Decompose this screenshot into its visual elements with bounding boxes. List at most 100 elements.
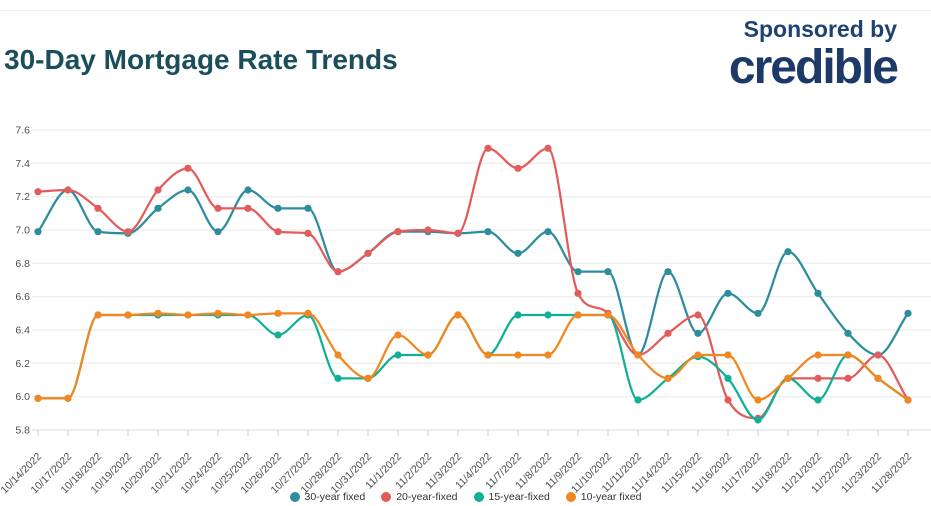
data-point-20-year-fixed [544, 144, 552, 152]
series-line-20-year-fixed [36, 147, 910, 420]
y-axis-label: 6.2 [15, 358, 30, 370]
y-axis-label: 6.6 [15, 291, 30, 303]
data-point-15-year-fixed [334, 374, 342, 382]
data-point-15-year-fixed [394, 351, 402, 359]
data-point-10-year-fixed [34, 394, 42, 402]
data-point-10-year-fixed [754, 396, 762, 404]
data-point-20-year-fixed [184, 164, 192, 172]
data-point-10-year-fixed [124, 311, 132, 319]
data-point-30-year-fixed [724, 289, 732, 297]
data-point-10-year-fixed [664, 374, 672, 382]
data-point-10-year-fixed [484, 351, 492, 359]
data-point-10-year-fixed [154, 309, 162, 317]
legend-label: 10-year fixed [580, 491, 642, 503]
legend-item-15-year-fixed: 15-year-fixed [473, 491, 550, 503]
sponsored-by-label: Sponsored by [743, 16, 897, 42]
data-point-10-year-fixed [244, 311, 252, 319]
data-point-10-year-fixed [184, 311, 192, 319]
data-point-20-year-fixed [154, 186, 162, 194]
data-point-30-year-fixed [94, 228, 102, 236]
y-axis-label: 6.0 [15, 391, 30, 403]
data-point-20-year-fixed [424, 226, 432, 234]
data-point-10-year-fixed [94, 311, 102, 319]
data-point-30-year-fixed [754, 309, 762, 317]
data-point-10-year-fixed [304, 309, 312, 317]
data-point-15-year-fixed [274, 331, 282, 339]
legend-item-20-year-fixed: 20-year-fixed [381, 491, 458, 503]
legend-label: 30-year fixed [304, 491, 366, 503]
data-point-20-year-fixed [214, 204, 222, 212]
data-point-10-year-fixed [64, 394, 72, 402]
data-point-15-year-fixed [634, 396, 642, 404]
data-point-30-year-fixed [244, 186, 252, 194]
y-axis-label: 6.8 [15, 258, 30, 270]
data-point-30-year-fixed [184, 186, 192, 194]
data-point-10-year-fixed [394, 331, 402, 339]
data-point-10-year-fixed [424, 351, 432, 359]
data-point-10-year-fixed [904, 396, 912, 404]
data-point-20-year-fixed [364, 249, 372, 257]
legend-label: 20-year-fixed [396, 491, 458, 503]
data-point-20-year-fixed [244, 204, 252, 212]
sponsor-block: Sponsored by credible [728, 16, 899, 94]
data-point-30-year-fixed [604, 268, 612, 276]
y-axis-label: 7.0 [15, 225, 30, 237]
series-line-10-year-fixed [36, 312, 910, 402]
data-point-20-year-fixed [514, 164, 522, 172]
data-point-30-year-fixed [664, 268, 672, 276]
data-point-20-year-fixed [334, 268, 342, 276]
data-point-30-year-fixed [904, 309, 912, 317]
data-point-20-year-fixed [844, 374, 852, 382]
data-point-10-year-fixed [574, 311, 582, 319]
data-point-10-year-fixed [274, 309, 282, 317]
legend-label: 15-year-fixed [488, 491, 550, 503]
data-point-20-year-fixed [874, 351, 882, 359]
data-point-15-year-fixed [754, 416, 762, 424]
data-point-10-year-fixed [634, 351, 642, 359]
data-point-20-year-fixed [394, 228, 402, 236]
data-point-20-year-fixed [304, 229, 312, 237]
data-point-30-year-fixed [484, 228, 492, 236]
data-point-20-year-fixed [724, 396, 732, 404]
data-point-30-year-fixed [814, 289, 822, 297]
data-point-30-year-fixed [304, 204, 312, 212]
data-point-10-year-fixed [214, 309, 222, 317]
data-point-20-year-fixed [274, 228, 282, 236]
data-point-20-year-fixed [124, 228, 132, 236]
data-point-30-year-fixed [784, 248, 792, 256]
data-point-30-year-fixed [844, 329, 852, 337]
data-point-30-year-fixed [544, 228, 552, 236]
legend-swatch-icon [381, 492, 392, 502]
data-point-30-year-fixed [514, 249, 522, 257]
data-point-20-year-fixed [484, 144, 492, 152]
y-axis-label: 5.8 [15, 425, 30, 437]
data-point-30-year-fixed [34, 228, 42, 236]
data-point-20-year-fixed [574, 289, 582, 297]
data-point-10-year-fixed [544, 351, 552, 359]
data-point-30-year-fixed [214, 228, 222, 236]
legend-swatch-icon [565, 492, 576, 502]
data-point-10-year-fixed [724, 351, 732, 359]
data-point-10-year-fixed [514, 351, 522, 359]
data-point-10-year-fixed [334, 351, 342, 359]
y-axis-label: 7.4 [15, 158, 30, 170]
y-axis-label: 7.2 [15, 191, 30, 203]
data-point-15-year-fixed [814, 396, 822, 404]
data-point-10-year-fixed [694, 351, 702, 359]
data-point-10-year-fixed [364, 374, 372, 382]
credible-logo: credible [728, 41, 899, 94]
data-point-20-year-fixed [664, 329, 672, 337]
top-divider [0, 10, 931, 11]
legend-item-30-year-fixed: 30-year fixed [289, 491, 366, 503]
data-point-10-year-fixed [844, 351, 852, 359]
legend-swatch-icon [289, 492, 300, 502]
data-point-30-year-fixed [694, 329, 702, 337]
data-point-30-year-fixed [274, 204, 282, 212]
legend-swatch-icon [473, 492, 484, 502]
y-axis-label: 6.4 [15, 325, 30, 337]
data-point-30-year-fixed [574, 268, 582, 276]
chart-legend: 30-year fixed 20-year-fixed 15-year-fixed 1… [0, 491, 931, 503]
legend-item-10-year-fixed: 10-year fixed [565, 491, 642, 503]
